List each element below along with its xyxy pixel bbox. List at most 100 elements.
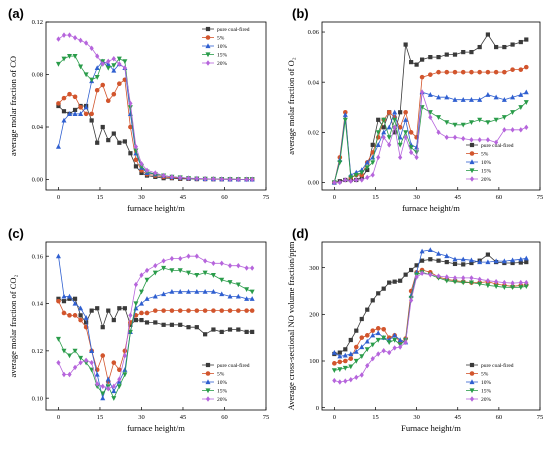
legend-marker (469, 396, 475, 402)
data-point (83, 104, 89, 110)
y-tick-label: 0.16 (32, 253, 44, 260)
data-point (144, 320, 150, 325)
legend-entry: 5% (217, 372, 225, 378)
series-line (333, 91, 527, 183)
legend-marker (469, 159, 475, 165)
legend-entry: 10% (217, 380, 228, 386)
legend-marker (205, 396, 211, 402)
data-point (428, 72, 433, 77)
data-point (428, 114, 433, 120)
data-point (100, 124, 105, 130)
x-axis-label: Furnace height/m (401, 423, 461, 433)
data-point (111, 131, 116, 136)
data-point (468, 280, 474, 286)
data-point (186, 175, 191, 181)
data-point (95, 140, 100, 145)
data-point (403, 117, 409, 122)
data-point (235, 282, 241, 288)
data-point (55, 143, 61, 149)
data-point (72, 94, 78, 100)
data-point (186, 253, 191, 259)
data-point (111, 388, 117, 394)
data-point (359, 170, 365, 176)
data-point (94, 87, 100, 93)
x-tick-label: 0 (57, 194, 60, 201)
data-point (111, 67, 117, 73)
data-point (409, 60, 414, 65)
data-point (202, 308, 208, 313)
data-point (72, 107, 78, 113)
data-point (210, 288, 216, 294)
data-point (194, 273, 200, 278)
data-point (436, 55, 441, 60)
data-point (518, 127, 523, 133)
data-point (236, 327, 241, 332)
data-point (128, 312, 133, 319)
data-point (67, 111, 73, 116)
data-point (117, 81, 122, 86)
data-point (56, 296, 61, 301)
data-point (469, 49, 474, 55)
data-point (117, 140, 122, 145)
data-point (502, 279, 507, 286)
data-point (444, 52, 449, 57)
data-point (178, 174, 183, 181)
series-4 (331, 100, 529, 186)
y-tick-label: 0.12 (32, 19, 43, 26)
data-point (392, 279, 397, 284)
x-tick-label: 60 (496, 414, 503, 421)
y-axis-label: average molar fraction of CO₂ (8, 274, 18, 377)
panel-4: (d) 0 15 30 45 60 75 0 100 200 300 Furnace height/m… (286, 226, 543, 433)
data-point (105, 65, 111, 71)
data-point (494, 44, 499, 50)
data-point (203, 258, 208, 264)
data-point (392, 345, 397, 351)
legend-marker (469, 379, 475, 385)
legend-marker (205, 362, 211, 368)
data-point (211, 308, 216, 313)
data-point (227, 280, 233, 285)
data-point (95, 53, 100, 59)
data-point (122, 59, 128, 65)
plot-frame (321, 21, 541, 191)
data-point (84, 357, 89, 364)
x-tick-label: 30 (138, 194, 145, 201)
legend-marker (469, 151, 475, 156)
x-tick-label: 15 (372, 414, 379, 421)
data-point (139, 272, 144, 278)
data-point (493, 94, 499, 100)
data-point (414, 154, 419, 161)
data-point (72, 313, 78, 318)
data-point (161, 258, 166, 264)
data-point (493, 284, 499, 290)
data-point (510, 110, 516, 115)
data-point (381, 286, 386, 291)
data-point (501, 258, 507, 264)
data-point (337, 350, 342, 355)
legend-entry: 5% (481, 152, 489, 158)
data-point (419, 248, 425, 254)
data-point (348, 364, 354, 370)
legend: pure coal-fired 5% 10% 15% 20% (202, 362, 250, 403)
data-point (128, 100, 133, 107)
data-point (392, 130, 397, 135)
data-point (518, 285, 524, 290)
legend-entry: 15% (217, 389, 228, 395)
data-point (89, 308, 94, 313)
data-point (436, 115, 442, 120)
data-point (370, 332, 376, 338)
data-point (161, 265, 167, 271)
data-point (332, 361, 337, 366)
x-tick-label: 0 (57, 414, 60, 421)
data-point (381, 125, 386, 130)
data-point (100, 391, 106, 397)
data-point (510, 94, 516, 100)
data-point (403, 339, 408, 346)
data-point (61, 299, 67, 304)
data-point (348, 356, 354, 361)
data-point (61, 117, 67, 123)
data-point (100, 395, 106, 401)
legend: pure coal-fired 5% 10% 15% 20% (466, 142, 514, 183)
legend-entry: 10% (481, 160, 492, 166)
data-point (381, 117, 387, 123)
